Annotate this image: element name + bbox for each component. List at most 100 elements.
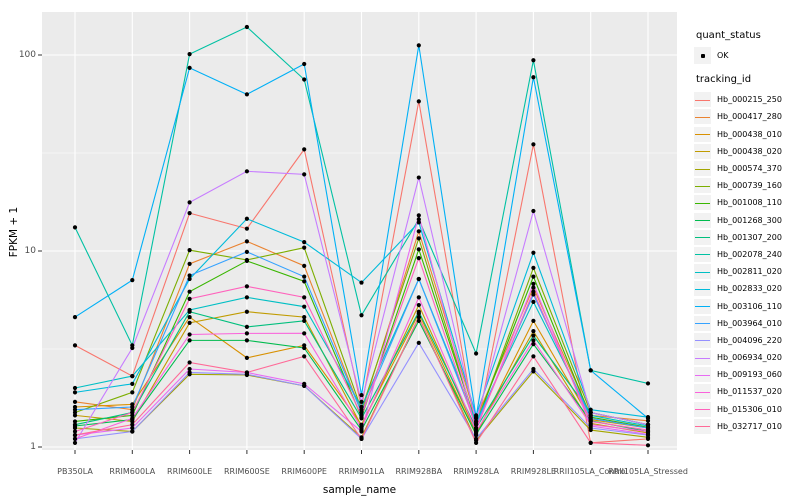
data-point (72, 314, 78, 320)
line-swatch-icon (694, 92, 711, 108)
data-point (474, 425, 479, 431)
data-point (302, 240, 307, 245)
data-point (416, 314, 421, 320)
data-point (645, 381, 651, 386)
legend-item-Hb_015306_010: Hb_015306_010 (690, 401, 798, 418)
data-point (130, 429, 135, 434)
data-point (244, 24, 249, 30)
data-point (588, 368, 593, 373)
x-tick-label: RRIM901LA (338, 467, 385, 476)
data-point (645, 443, 651, 448)
data-point (302, 314, 307, 320)
data-point (187, 332, 192, 337)
line-swatch-icon (694, 384, 711, 400)
data-point (130, 416, 135, 421)
legend-item-label: Hb_006934_020 (717, 353, 782, 363)
legend-item-label: Hb_002078_240 (717, 249, 782, 259)
line-swatch-icon (694, 178, 711, 194)
line-swatch-icon (694, 350, 711, 366)
line-swatch-icon (694, 315, 711, 331)
data-point (416, 340, 421, 345)
data-point (72, 225, 78, 230)
line-swatch-icon (694, 126, 711, 142)
legend-item-Hb_002811_020: Hb_002811_020 (690, 263, 798, 280)
line-swatch-icon (694, 418, 711, 434)
line-swatch-icon (694, 143, 711, 159)
data-point (72, 385, 78, 391)
line-swatch-icon (694, 246, 711, 262)
data-point (130, 390, 135, 395)
data-point (416, 247, 421, 252)
legend-item-label: Hb_011537_020 (717, 387, 782, 397)
legend-item-label: Hb_000438_020 (717, 146, 782, 156)
data-point (588, 416, 593, 421)
legend-item-Hb_002833_020: Hb_002833_020 (690, 280, 798, 297)
data-point (531, 142, 536, 147)
legend-item-Hb_000739_160: Hb_000739_160 (690, 177, 798, 194)
data-point (244, 338, 249, 343)
data-point (359, 313, 364, 318)
legend-item-label: Hb_003106_110 (717, 301, 782, 311)
x-tick-label: RRIM600LA (109, 467, 156, 476)
legend-item-Hb_001307_200: Hb_001307_200 (690, 229, 798, 246)
data-point (187, 307, 192, 313)
data-point (359, 413, 364, 418)
data-point (416, 236, 421, 241)
legend-item-Hb_003106_110: Hb_003106_110 (690, 297, 798, 314)
data-point (474, 415, 479, 420)
data-point (474, 432, 479, 437)
data-point (302, 147, 307, 152)
legend-item-label: Hb_000574_370 (717, 164, 782, 174)
legend-item-Hb_000417_280: Hb_000417_280 (690, 108, 798, 125)
data-point (302, 304, 307, 309)
data-point (187, 261, 192, 266)
legend-title-tracking-id: tracking_id (696, 74, 752, 86)
data-point (187, 366, 192, 372)
data-point (531, 281, 536, 286)
line-swatch-icon (694, 161, 711, 177)
data-point (416, 175, 421, 180)
data-point (244, 169, 249, 174)
legend-item-ok: OK (690, 47, 798, 65)
legend-item-Hb_000215_250: Hb_000215_250 (690, 91, 798, 108)
data-point (531, 285, 536, 290)
data-point (645, 427, 651, 433)
data-point (244, 355, 249, 360)
data-point (416, 229, 421, 234)
data-point (588, 413, 593, 418)
data-point (187, 276, 192, 282)
legend-item-Hb_011537_020: Hb_011537_020 (690, 383, 798, 400)
data-point (187, 273, 192, 278)
data-point (531, 265, 536, 270)
line-swatch-icon (694, 281, 711, 297)
data-point (416, 43, 421, 48)
x-tick-label: RRIM600LE (167, 467, 213, 476)
data-point (302, 318, 307, 323)
data-point (416, 295, 421, 300)
data-point (187, 314, 192, 320)
data-point (531, 354, 536, 359)
x-tick-label: PB350LA (57, 467, 93, 476)
legend: quant_status OK tracking_id Hb_000215_25… (690, 26, 798, 435)
data-point (244, 331, 249, 336)
y-tick-label: 10 (24, 246, 36, 256)
data-point (244, 258, 249, 264)
data-point (531, 341, 536, 347)
data-point (302, 245, 307, 250)
legend-item-label: Hb_032717_010 (717, 421, 782, 431)
legend-item-Hb_000574_370: Hb_000574_370 (690, 160, 798, 177)
data-point (72, 436, 78, 441)
line-swatch-icon (694, 212, 711, 228)
data-point (130, 425, 135, 431)
legend-item-Hb_000438_010: Hb_000438_010 (690, 126, 798, 143)
data-point (187, 248, 192, 253)
data-point (244, 284, 249, 289)
legend-item-label: Hb_003964_010 (717, 318, 782, 328)
data-point (244, 239, 249, 244)
tracking-id-legend-items: Hb_000215_250 Hb_000417_280 Hb_000438_010 H… (690, 91, 798, 435)
x-tick-label: RRIM928BA (395, 467, 443, 476)
data-point (531, 208, 536, 214)
legend-item-Hb_001008_110: Hb_001008_110 (690, 194, 798, 211)
legend-item-label: Hb_000438_010 (717, 129, 782, 139)
